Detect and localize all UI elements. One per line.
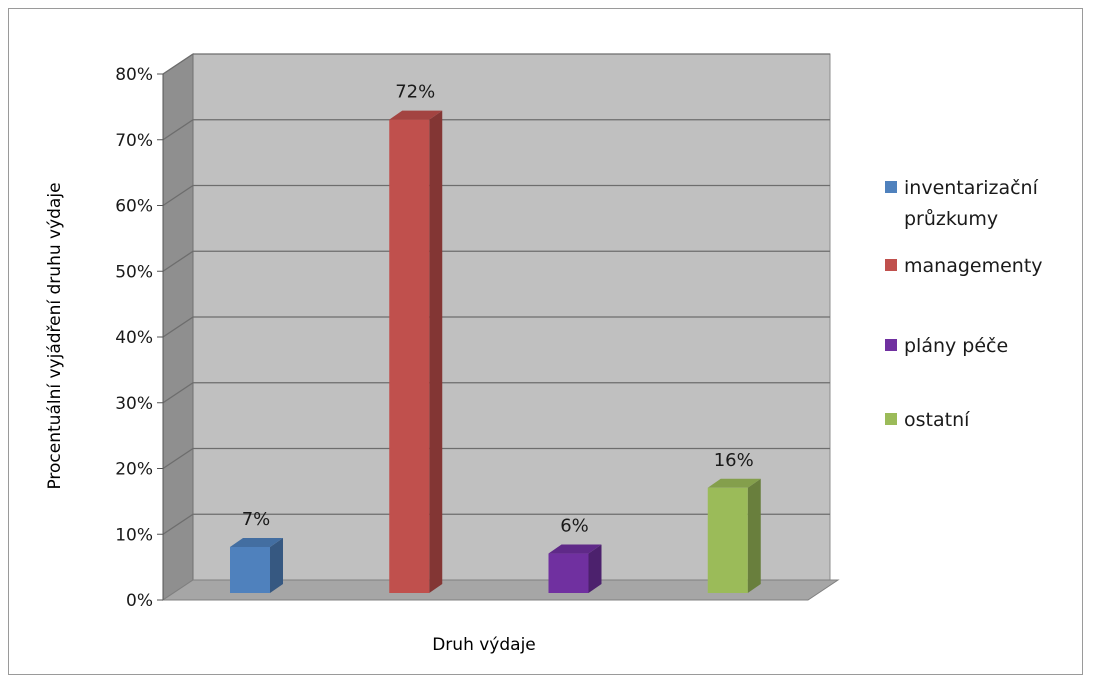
gridline: [162, 447, 194, 470]
gridline: [162, 513, 194, 535]
gridline: [162, 250, 194, 272]
y-tick-label: 60%: [115, 197, 153, 217]
bar-front: [548, 553, 589, 593]
data-label: 72%: [395, 82, 435, 103]
y-tick-label: 10%: [115, 525, 153, 545]
gridline: [162, 184, 194, 207]
gridline: [162, 316, 194, 338]
y-axis-title: Procentuální vyjádření druhu výdaje: [45, 182, 65, 489]
legend-swatch: [885, 259, 897, 271]
legend-label: managementy: [904, 255, 1043, 277]
bar-2: [389, 110, 443, 593]
bar-top: [389, 110, 443, 120]
legend-swatch: [885, 181, 897, 193]
bar-side: [747, 478, 761, 593]
bar-side: [429, 110, 443, 593]
gridline: [162, 119, 194, 141]
bar-front: [389, 119, 430, 593]
data-label: 16%: [714, 450, 754, 471]
bar-front: [707, 487, 748, 593]
y-tick-label: 30%: [115, 394, 153, 414]
y-tick-label: 20%: [115, 460, 153, 480]
bar-front: [230, 546, 270, 593]
bar-top: [707, 478, 761, 488]
floor: [161, 579, 840, 601]
legend: inventarizační průzkumy managementy plány p…: [885, 177, 1043, 431]
legend-label: inventarizační: [904, 177, 1039, 199]
gridline: [162, 382, 194, 404]
data-label: 7%: [242, 509, 271, 530]
legend-label: průzkumy: [904, 208, 998, 230]
y-tick-label: 0%: [126, 591, 153, 611]
bar-side: [270, 537, 283, 593]
bar-side: [588, 544, 602, 593]
y-tick-label: 40%: [115, 328, 153, 348]
bar-top: [548, 544, 602, 554]
y-axis-ticks: 0% 10% 20% 30% 40% 50% 60% 70% 80%: [115, 65, 164, 611]
bar-3: [548, 544, 602, 593]
legend-label: ostatní: [904, 409, 970, 431]
legend-swatch: [885, 413, 897, 425]
legend-item: ostatní: [885, 409, 970, 431]
legend-item: managementy: [885, 255, 1043, 277]
y-tick-label: 80%: [115, 65, 153, 85]
legend-swatch: [885, 339, 897, 351]
bar-top: [230, 537, 283, 547]
legend-label: plány péče: [904, 335, 1008, 357]
y-tick-label: 50%: [115, 262, 153, 282]
legend-item: plány péče: [885, 335, 1008, 357]
bar-1: [230, 537, 283, 593]
legend-item: inventarizační průzkumy: [885, 177, 1039, 230]
data-labels: 7% 72% 6% 16%: [242, 82, 754, 537]
bars: [230, 110, 761, 593]
gridline: [162, 53, 194, 75]
gridlines: [162, 53, 830, 535]
data-label: 6%: [560, 516, 589, 537]
bar-4: [707, 478, 761, 593]
y-tick-label: 70%: [115, 131, 153, 151]
x-axis-title: Druh výdaje: [432, 635, 536, 655]
